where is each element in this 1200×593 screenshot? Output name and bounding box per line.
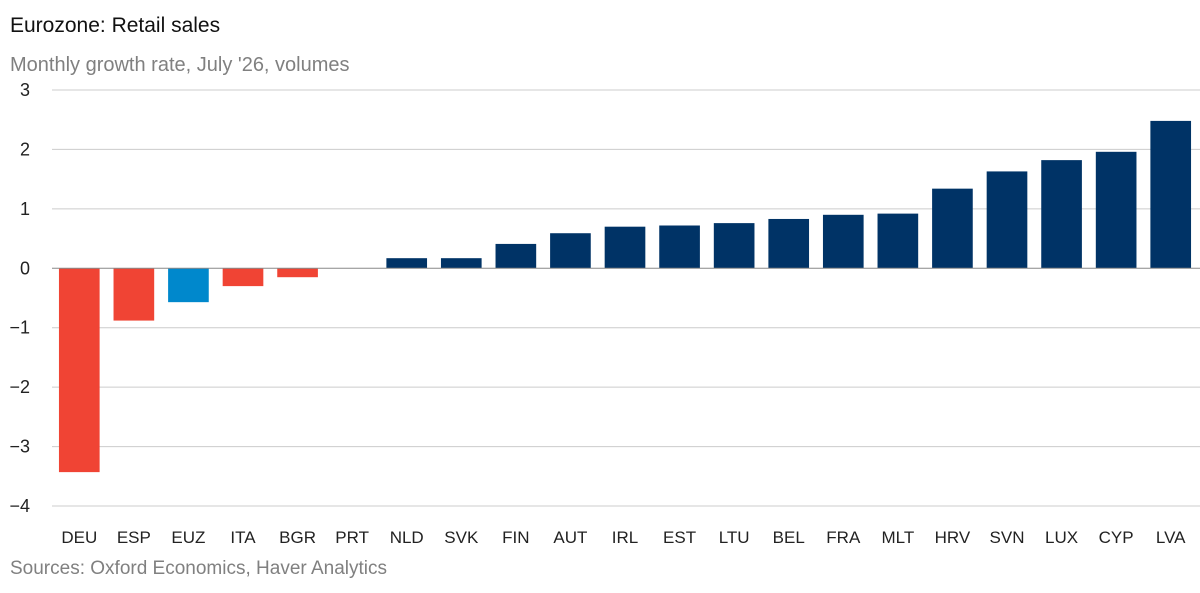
bar-svk [440, 258, 482, 269]
bar-lva [1150, 120, 1192, 269]
y-tick-label: 0 [20, 258, 30, 278]
chart-subtitle: Monthly growth rate, July '26, volumes [10, 54, 350, 76]
x-tick-label: FRA [826, 528, 861, 547]
x-tick-label: SVK [444, 528, 479, 547]
x-tick-label: EUZ [171, 528, 205, 547]
gridlines [52, 89, 1200, 507]
bar-cyp [1095, 151, 1137, 269]
x-tick-label: LVA [1156, 528, 1186, 547]
x-tick-label: SVN [990, 528, 1025, 547]
x-tick-label: ITA [230, 528, 256, 547]
bar-bgr [277, 268, 318, 278]
bar-fin [495, 243, 537, 269]
x-axis-ticks: DEU ESP EUZ ITA BGR PRT NLD SVK FIN AUT IRL EST LTU B… [61, 528, 1186, 547]
chart-source: Sources: Oxford Economics, Haver Analyti… [10, 558, 387, 579]
bar-fra [822, 214, 864, 269]
y-tick-label: −2 [9, 377, 30, 397]
x-tick-label: BGR [279, 528, 316, 547]
bar-svn [986, 171, 1028, 269]
y-tick-label: −3 [9, 437, 30, 457]
x-tick-label: DEU [61, 528, 97, 547]
y-tick-label: 3 [20, 80, 30, 100]
y-tick-label: 2 [20, 139, 30, 159]
x-tick-label: CYP [1099, 528, 1134, 547]
bar-hrv [932, 188, 973, 269]
chart-title: Eurozone: Retail sales [10, 14, 221, 37]
bar-bel [768, 218, 810, 269]
bar-ita [222, 268, 264, 287]
bar-mlt [877, 213, 919, 269]
x-tick-label: IRL [612, 528, 638, 547]
x-tick-label: BEL [773, 528, 805, 547]
bar-ltu [713, 223, 755, 269]
bar-esp [113, 268, 155, 321]
x-tick-label: HRV [935, 528, 971, 547]
bar-deu [58, 268, 100, 473]
bar-euz [168, 268, 209, 303]
x-tick-label: LTU [719, 528, 750, 547]
x-tick-label: FIN [502, 528, 529, 547]
x-tick-label: EST [663, 528, 696, 547]
x-tick-label: PRT [335, 528, 369, 547]
bar-lux [1041, 160, 1082, 269]
bar-aut [550, 233, 591, 269]
x-tick-label: MLT [881, 528, 914, 547]
bars [58, 120, 1192, 473]
x-tick-label: LUX [1045, 528, 1078, 547]
y-axis-ticks: 3 2 1 0 −1 −2 −3 −4 [9, 80, 30, 516]
bar-irl [604, 226, 646, 269]
x-tick-label: AUT [553, 528, 587, 547]
x-tick-label: NLD [390, 528, 424, 547]
y-tick-label: −1 [9, 318, 30, 338]
bar-est [659, 225, 700, 269]
x-tick-label: ESP [117, 528, 151, 547]
y-tick-label: 1 [20, 199, 30, 219]
bar-nld [386, 258, 428, 269]
y-tick-label: −4 [9, 496, 30, 516]
